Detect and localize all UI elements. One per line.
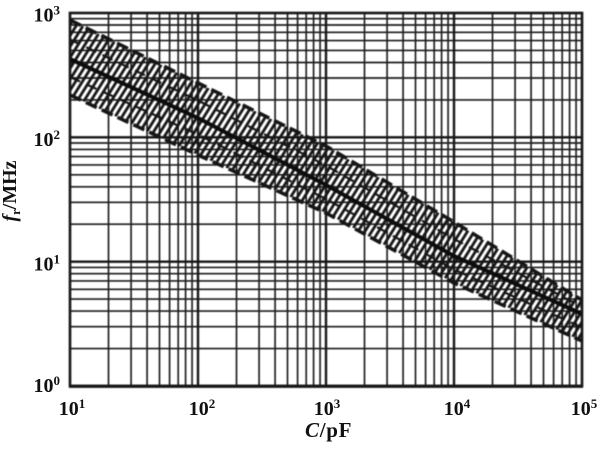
svg-text:104: 104 xyxy=(444,396,471,420)
svg-text:102: 102 xyxy=(34,127,61,151)
svg-text:101: 101 xyxy=(59,396,86,420)
svg-text:100: 100 xyxy=(34,373,61,397)
svg-text:fr/MHz: fr/MHz xyxy=(0,160,23,221)
svg-text:101: 101 xyxy=(34,252,61,276)
svg-text:C/pF: C/pF xyxy=(305,418,352,442)
svg-text:105: 105 xyxy=(571,396,598,420)
svg-text:103: 103 xyxy=(34,3,61,27)
svg-text:103: 103 xyxy=(314,396,341,420)
svg-text:102: 102 xyxy=(189,396,216,420)
